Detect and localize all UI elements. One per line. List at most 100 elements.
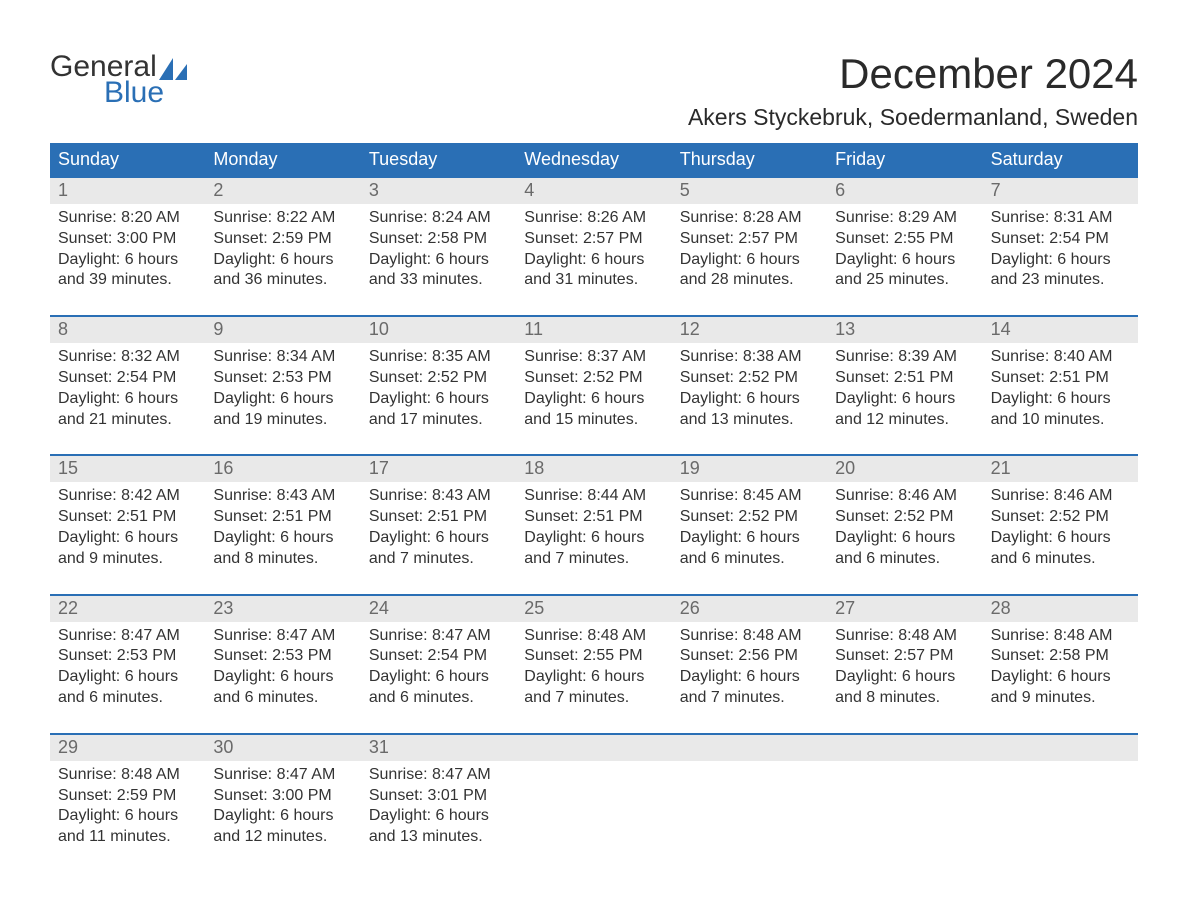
day-number: 24 (361, 596, 516, 622)
day-daylight2: and 6 minutes. (369, 688, 508, 709)
day-cell: 18Sunrise: 8:44 AMSunset: 2:51 PMDayligh… (516, 456, 671, 575)
day-body: Sunrise: 8:47 AMSunset: 2:53 PMDaylight:… (205, 622, 360, 715)
day-cell: 23Sunrise: 8:47 AMSunset: 2:53 PMDayligh… (205, 596, 360, 715)
weekday-cell: Sunday (50, 143, 205, 176)
day-daylight1: Daylight: 6 hours (524, 250, 663, 271)
day-cell: 19Sunrise: 8:45 AMSunset: 2:52 PMDayligh… (672, 456, 827, 575)
day-cell: 3Sunrise: 8:24 AMSunset: 2:58 PMDaylight… (361, 178, 516, 297)
week-row: 8Sunrise: 8:32 AMSunset: 2:54 PMDaylight… (50, 315, 1138, 436)
day-daylight2: and 36 minutes. (213, 270, 352, 291)
day-body (827, 761, 982, 771)
day-number: 3 (361, 178, 516, 204)
day-number: 23 (205, 596, 360, 622)
day-number (516, 735, 671, 761)
day-cell (672, 735, 827, 854)
day-cell: 29Sunrise: 8:48 AMSunset: 2:59 PMDayligh… (50, 735, 205, 854)
day-daylight2: and 6 minutes. (991, 549, 1130, 570)
day-daylight2: and 12 minutes. (213, 827, 352, 848)
day-sunrise: Sunrise: 8:28 AM (680, 208, 819, 229)
day-body: Sunrise: 8:39 AMSunset: 2:51 PMDaylight:… (827, 343, 982, 436)
day-body: Sunrise: 8:43 AMSunset: 2:51 PMDaylight:… (205, 482, 360, 575)
day-daylight1: Daylight: 6 hours (524, 528, 663, 549)
day-sunrise: Sunrise: 8:47 AM (213, 626, 352, 647)
day-sunrise: Sunrise: 8:35 AM (369, 347, 508, 368)
month-title: December 2024 (688, 50, 1138, 98)
day-cell: 14Sunrise: 8:40 AMSunset: 2:51 PMDayligh… (983, 317, 1138, 436)
day-sunset: Sunset: 2:52 PM (369, 368, 508, 389)
day-sunrise: Sunrise: 8:43 AM (369, 486, 508, 507)
day-daylight1: Daylight: 6 hours (213, 806, 352, 827)
day-sunset: Sunset: 2:59 PM (213, 229, 352, 250)
day-daylight1: Daylight: 6 hours (213, 528, 352, 549)
day-number: 19 (672, 456, 827, 482)
day-sunset: Sunset: 2:52 PM (835, 507, 974, 528)
day-body: Sunrise: 8:28 AMSunset: 2:57 PMDaylight:… (672, 204, 827, 297)
day-body: Sunrise: 8:37 AMSunset: 2:52 PMDaylight:… (516, 343, 671, 436)
day-sunrise: Sunrise: 8:47 AM (369, 765, 508, 786)
day-daylight1: Daylight: 6 hours (524, 389, 663, 410)
day-sunrise: Sunrise: 8:46 AM (835, 486, 974, 507)
day-daylight1: Daylight: 6 hours (835, 667, 974, 688)
day-cell: 1Sunrise: 8:20 AMSunset: 3:00 PMDaylight… (50, 178, 205, 297)
header: General Blue December 2024 Akers Styckeb… (50, 50, 1138, 131)
day-cell: 28Sunrise: 8:48 AMSunset: 2:58 PMDayligh… (983, 596, 1138, 715)
day-sunset: Sunset: 2:53 PM (213, 646, 352, 667)
day-number: 29 (50, 735, 205, 761)
day-body: Sunrise: 8:46 AMSunset: 2:52 PMDaylight:… (983, 482, 1138, 575)
day-daylight2: and 7 minutes. (524, 549, 663, 570)
location: Akers Styckebruk, Soedermanland, Sweden (688, 104, 1138, 131)
day-daylight2: and 23 minutes. (991, 270, 1130, 291)
day-sunrise: Sunrise: 8:40 AM (991, 347, 1130, 368)
title-block: December 2024 Akers Styckebruk, Soederma… (688, 50, 1138, 131)
day-body: Sunrise: 8:20 AMSunset: 3:00 PMDaylight:… (50, 204, 205, 297)
day-daylight1: Daylight: 6 hours (991, 528, 1130, 549)
day-body: Sunrise: 8:44 AMSunset: 2:51 PMDaylight:… (516, 482, 671, 575)
day-body: Sunrise: 8:46 AMSunset: 2:52 PMDaylight:… (827, 482, 982, 575)
day-daylight1: Daylight: 6 hours (680, 250, 819, 271)
day-daylight2: and 39 minutes. (58, 270, 197, 291)
day-sunset: Sunset: 2:55 PM (835, 229, 974, 250)
day-daylight2: and 21 minutes. (58, 410, 197, 431)
day-body: Sunrise: 8:22 AMSunset: 2:59 PMDaylight:… (205, 204, 360, 297)
day-number: 25 (516, 596, 671, 622)
day-sunrise: Sunrise: 8:22 AM (213, 208, 352, 229)
day-number: 4 (516, 178, 671, 204)
day-number: 11 (516, 317, 671, 343)
day-body: Sunrise: 8:45 AMSunset: 2:52 PMDaylight:… (672, 482, 827, 575)
day-daylight1: Daylight: 6 hours (680, 528, 819, 549)
day-daylight1: Daylight: 6 hours (58, 389, 197, 410)
day-sunset: Sunset: 2:52 PM (680, 507, 819, 528)
day-number: 27 (827, 596, 982, 622)
day-number (672, 735, 827, 761)
day-sunrise: Sunrise: 8:43 AM (213, 486, 352, 507)
day-sunset: Sunset: 2:58 PM (369, 229, 508, 250)
day-number: 31 (361, 735, 516, 761)
day-body (516, 761, 671, 771)
day-sunset: Sunset: 2:51 PM (991, 368, 1130, 389)
day-sunrise: Sunrise: 8:34 AM (213, 347, 352, 368)
day-cell: 2Sunrise: 8:22 AMSunset: 2:59 PMDaylight… (205, 178, 360, 297)
week-row: 1Sunrise: 8:20 AMSunset: 3:00 PMDaylight… (50, 176, 1138, 297)
day-body: Sunrise: 8:35 AMSunset: 2:52 PMDaylight:… (361, 343, 516, 436)
logo: General Blue (50, 50, 187, 110)
day-daylight2: and 12 minutes. (835, 410, 974, 431)
day-daylight1: Daylight: 6 hours (213, 250, 352, 271)
day-number: 22 (50, 596, 205, 622)
day-sunset: Sunset: 2:54 PM (369, 646, 508, 667)
day-sunset: Sunset: 3:01 PM (369, 786, 508, 807)
day-daylight2: and 6 minutes. (835, 549, 974, 570)
day-cell: 10Sunrise: 8:35 AMSunset: 2:52 PMDayligh… (361, 317, 516, 436)
calendar: Sunday Monday Tuesday Wednesday Thursday… (50, 143, 1138, 854)
day-cell (983, 735, 1138, 854)
day-number: 20 (827, 456, 982, 482)
day-cell: 7Sunrise: 8:31 AMSunset: 2:54 PMDaylight… (983, 178, 1138, 297)
day-daylight2: and 8 minutes. (213, 549, 352, 570)
day-sunset: Sunset: 2:51 PM (835, 368, 974, 389)
day-number: 17 (361, 456, 516, 482)
day-cell: 6Sunrise: 8:29 AMSunset: 2:55 PMDaylight… (827, 178, 982, 297)
day-cell (516, 735, 671, 854)
day-sunrise: Sunrise: 8:48 AM (991, 626, 1130, 647)
day-daylight2: and 6 minutes. (213, 688, 352, 709)
day-body: Sunrise: 8:48 AMSunset: 2:57 PMDaylight:… (827, 622, 982, 715)
day-number: 12 (672, 317, 827, 343)
